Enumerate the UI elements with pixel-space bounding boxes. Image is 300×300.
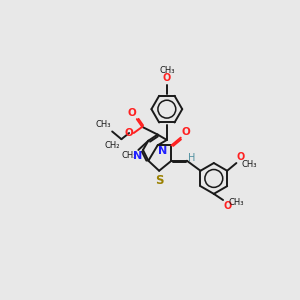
Text: N: N	[133, 151, 142, 161]
Text: CH₃: CH₃	[242, 160, 257, 169]
Text: CH₃: CH₃	[159, 66, 175, 75]
Text: O: O	[163, 73, 171, 83]
Text: O: O	[127, 108, 136, 118]
Text: O: O	[223, 201, 231, 211]
Text: N: N	[158, 146, 168, 156]
Text: CH₃: CH₃	[228, 198, 244, 207]
Text: O: O	[124, 128, 133, 138]
Text: H: H	[188, 153, 196, 163]
Text: CH₂: CH₂	[104, 142, 120, 151]
Text: CH₃: CH₃	[95, 120, 111, 129]
Text: O: O	[182, 127, 190, 137]
Text: S: S	[155, 174, 164, 187]
Text: CH₃: CH₃	[121, 152, 137, 160]
Text: O: O	[236, 152, 244, 162]
